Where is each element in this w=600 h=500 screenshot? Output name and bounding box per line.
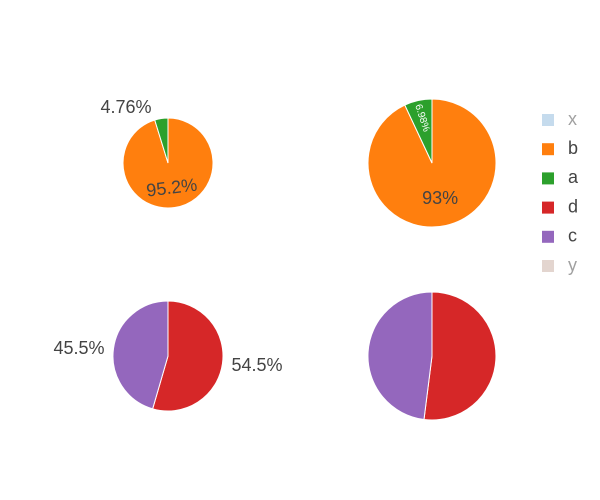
legend-swatch (542, 114, 554, 126)
legend-label: d (568, 196, 578, 216)
legend-label: c (568, 226, 577, 246)
legend-swatch (542, 172, 554, 185)
pie-3-label-c: 45.5% (53, 338, 104, 358)
pie-4 (367, 291, 497, 421)
legend-item-a[interactable]: a (542, 167, 579, 187)
legend-label: a (568, 167, 579, 187)
legend-item-c[interactable]: c (542, 226, 577, 246)
legend-swatch (542, 230, 554, 243)
pie-2-slice-a[interactable] (404, 98, 433, 164)
pie-2-label-b: 93% (422, 188, 458, 208)
pie-3-slice-d[interactable] (152, 300, 224, 412)
legend-item-d[interactable]: d (542, 196, 578, 216)
pie-4-slice-c[interactable] (367, 291, 433, 421)
legend-item-y[interactable]: y (542, 255, 577, 275)
pie-3: 54.5% 45.5% (53, 300, 283, 412)
legend-item-x[interactable]: x (542, 109, 577, 129)
pie-1-slice-a[interactable] (154, 117, 169, 164)
legend-label: y (568, 255, 577, 275)
legend-label: x (568, 109, 577, 129)
legend-item-b[interactable]: b (542, 138, 578, 158)
legend-label: b (568, 138, 578, 158)
pie-2: 93%6.98% (367, 98, 497, 228)
pie-1: 95.2%4.76% (100, 97, 214, 209)
pie-1-label-a: 4.76% (100, 97, 151, 117)
legend-swatch (542, 143, 554, 156)
pie-4-slice-d[interactable] (423, 291, 497, 421)
pie-3-label-d: 54.5% (231, 355, 282, 375)
legend-swatch (542, 201, 554, 214)
legend-swatch (542, 260, 554, 272)
pie-3-slice-c[interactable] (112, 300, 169, 410)
